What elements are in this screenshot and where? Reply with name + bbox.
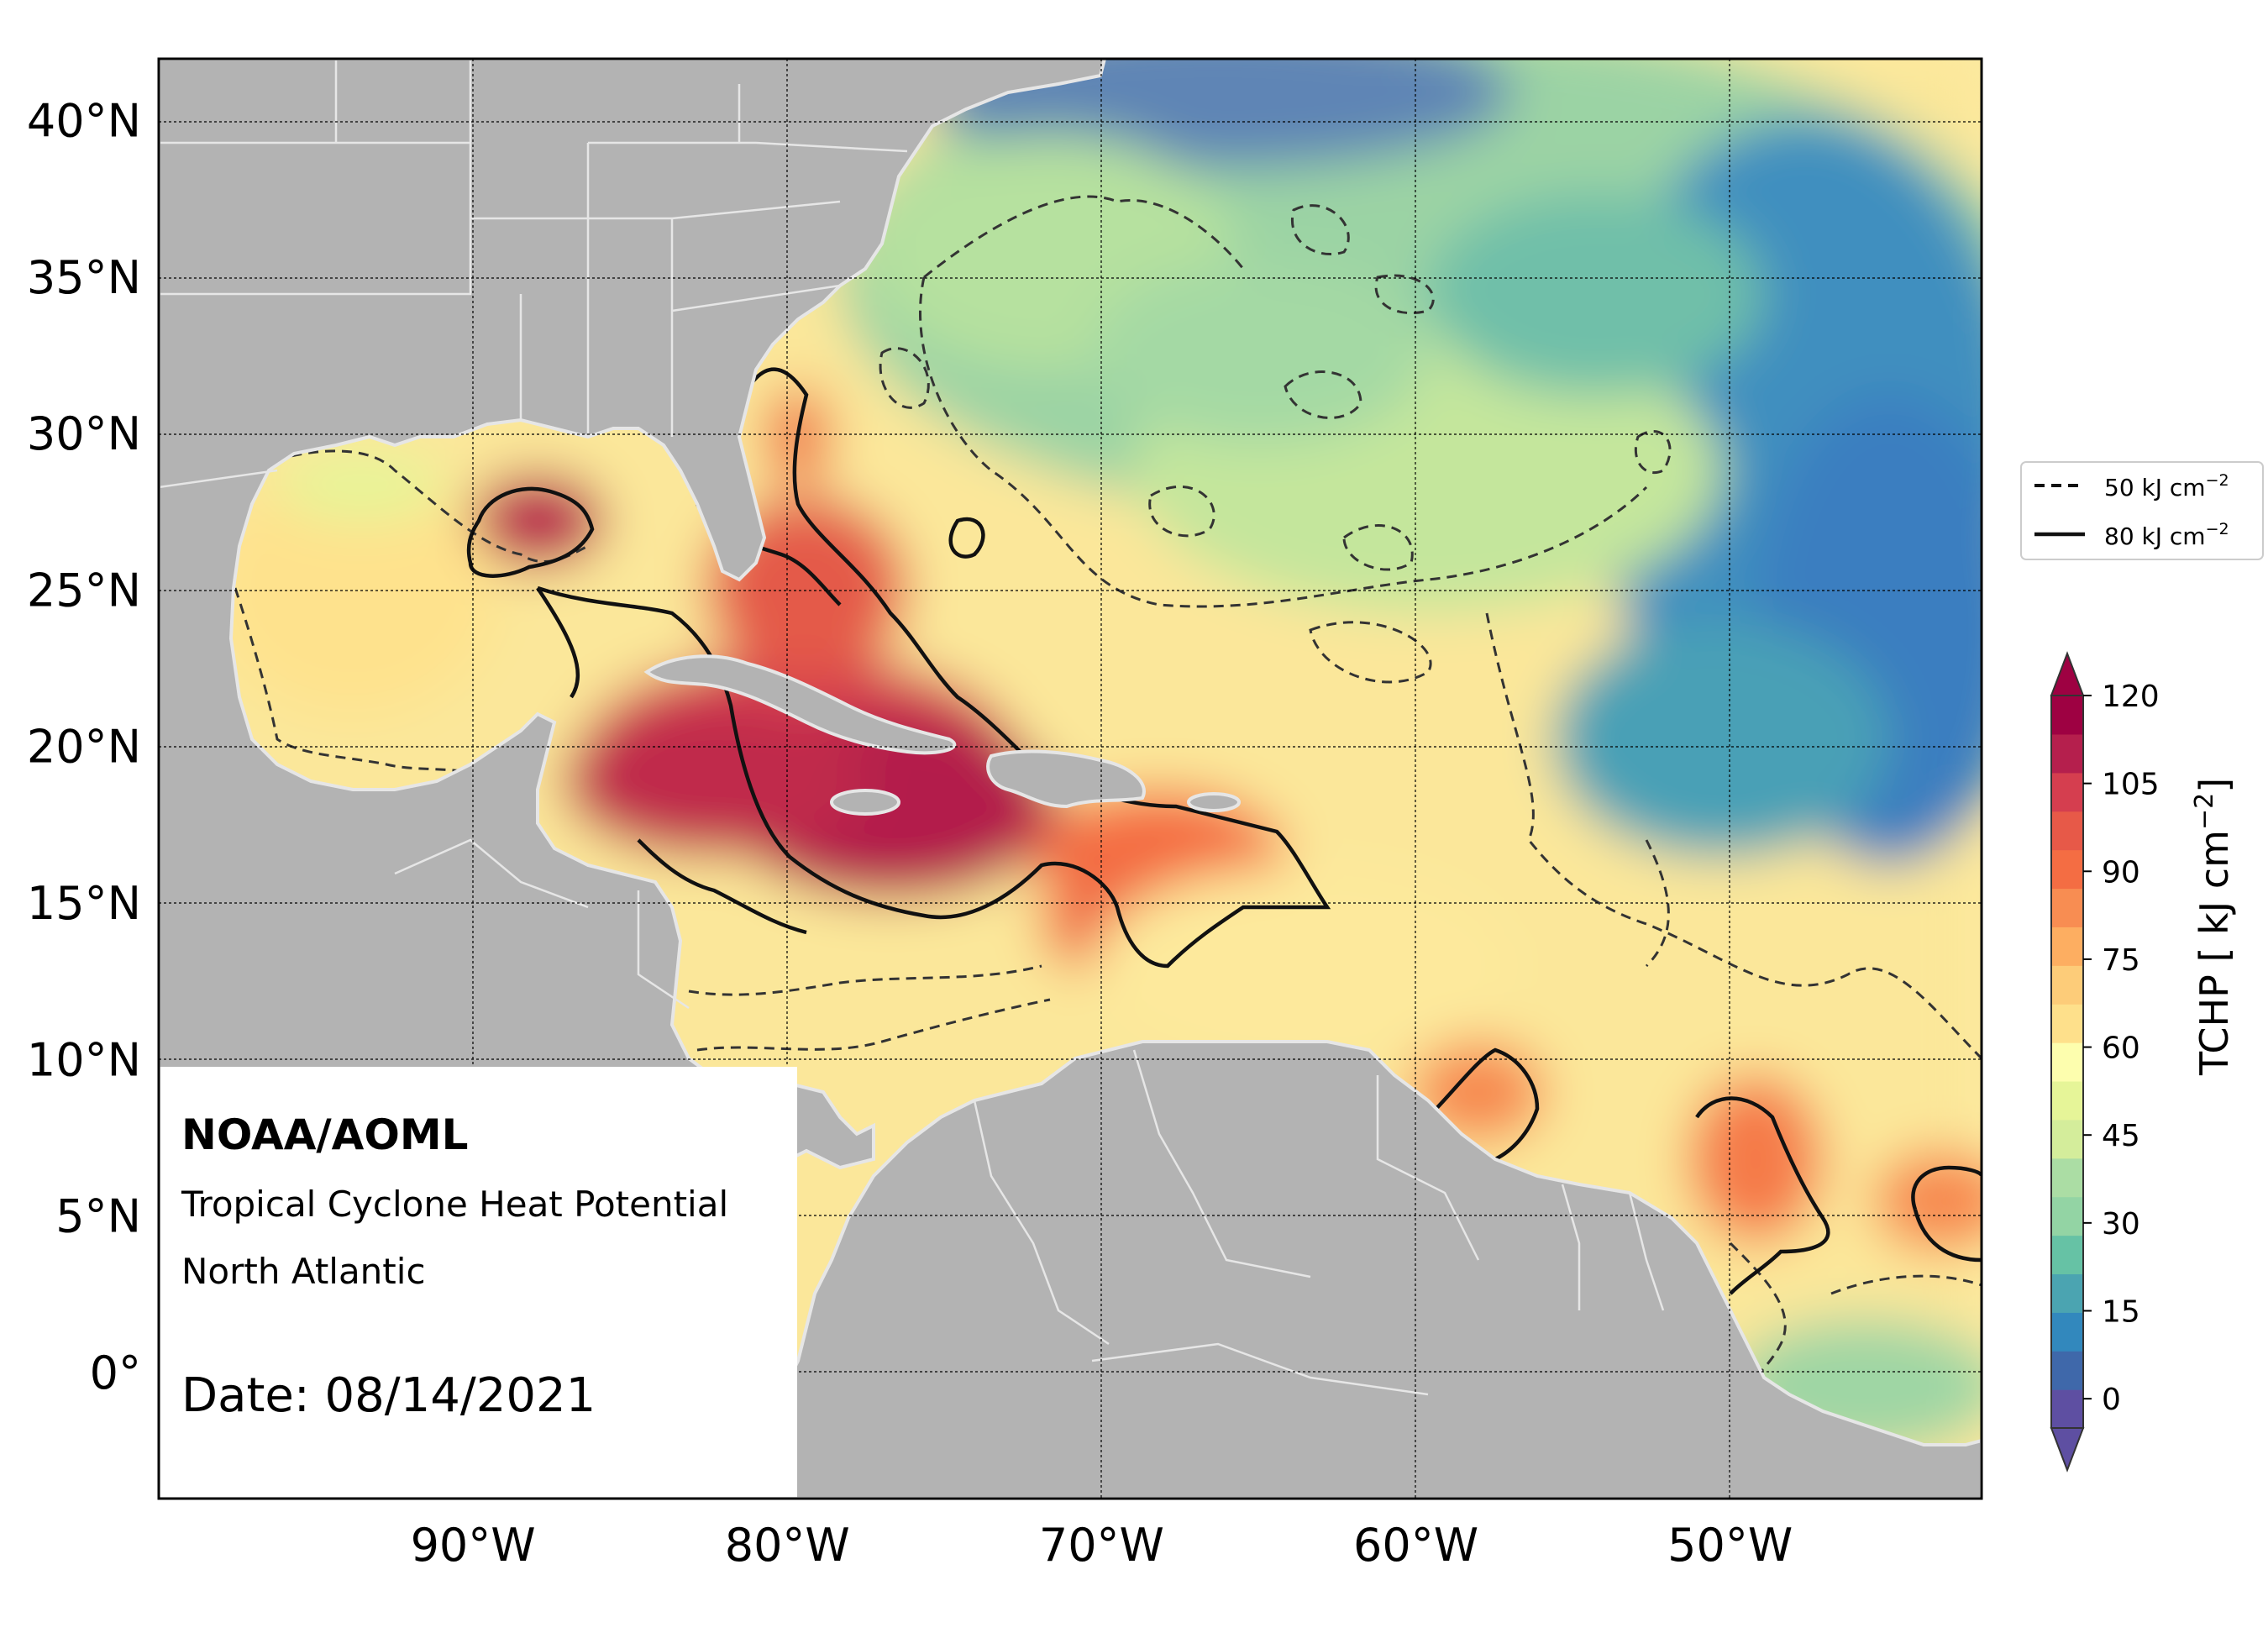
colorbar-segment xyxy=(2051,1351,2083,1390)
land-jamaica xyxy=(830,789,900,816)
land-south-america xyxy=(779,1040,1982,1499)
colorbar-tick-label: 105 xyxy=(2102,768,2160,802)
region-label: North Atlantic xyxy=(181,1251,426,1292)
lon-tick-label: 80°W xyxy=(725,1519,850,1572)
date-label: Date: 08/14/2021 xyxy=(181,1368,596,1423)
colorbar-tick-label: 75 xyxy=(2102,943,2140,978)
colorbar-segment xyxy=(2051,1080,2083,1121)
colorbar-segment xyxy=(2051,1004,2083,1043)
political-borders xyxy=(159,59,1665,1396)
colorbar-segment xyxy=(2051,1196,2083,1236)
colorbar-tick-labels: 120 105 90 75 60 45 30 15 0 xyxy=(2083,680,2160,1417)
lon-tick-labels: 90°W 80°W 70°W 60°W 50°W xyxy=(411,1519,1793,1572)
lat-tick-label: 40°N xyxy=(27,95,141,148)
colorbar-segment xyxy=(2051,696,2083,735)
lat-tick-label: 15°N xyxy=(27,877,141,930)
colorbar-tick-label: 0 xyxy=(2102,1383,2121,1417)
map-frame xyxy=(157,57,1983,1500)
land-hispaniola xyxy=(986,749,1146,809)
colorbar xyxy=(2050,651,2085,1473)
lon-tick-label: 90°W xyxy=(411,1519,536,1572)
colorbar-segment xyxy=(2051,1235,2083,1275)
land-puerto-rico xyxy=(1187,792,1241,812)
colorbar-tick-label: 45 xyxy=(2102,1119,2140,1153)
colorbar-max-extend xyxy=(2050,651,2085,696)
colorbar-segment xyxy=(2051,927,2083,966)
legend-80-label: 80 kJ cm−2 xyxy=(2104,520,2229,550)
map-area[interactable] xyxy=(159,17,2024,1499)
lon-tick-label: 70°W xyxy=(1039,1519,1164,1572)
lat-tick-label: 5°N xyxy=(55,1190,141,1243)
colorbar-segment xyxy=(2051,733,2083,774)
lon-tick-label: 50°W xyxy=(1667,1519,1793,1572)
lat-tick-label: 35°N xyxy=(27,251,141,304)
lat-tick-label: 30°N xyxy=(27,407,141,460)
lat-tick-label: 20°N xyxy=(27,721,141,774)
colorbar-tick-label: 30 xyxy=(2102,1207,2140,1242)
colorbar-segment xyxy=(2051,888,2083,927)
colorbar-tick-label: 90 xyxy=(2102,855,2140,890)
land-cuba xyxy=(643,654,957,755)
colorbar-segment xyxy=(2051,1119,2083,1159)
colorbar-tick-label: 60 xyxy=(2102,1032,2140,1066)
colorbar-min-extend xyxy=(2050,1427,2085,1473)
contour-legend[interactable]: 50 kJ cm−2 80 kJ cm−2 xyxy=(2020,461,2264,560)
colorbar-segment xyxy=(2051,1158,2083,1198)
product-label: Tropical Cyclone Heat Potential xyxy=(181,1184,728,1225)
colorbar-label: TCHP [ kJ cm−2] xyxy=(2190,778,2237,1076)
colorbar-segment xyxy=(2051,772,2083,812)
colorbar-tick-label: 120 xyxy=(2102,680,2160,714)
legend-50-label: 50 kJ cm−2 xyxy=(2104,471,2229,501)
colorbar-segment xyxy=(2051,849,2083,890)
lat-tick-labels: 40°N 35°N 30°N 25°N 20°N 15°N 10°N 5°N 0° xyxy=(27,95,141,1399)
colorbar-segment xyxy=(2051,965,2083,1005)
org-label: NOAA/AOML xyxy=(181,1110,468,1159)
colorbar-segment xyxy=(2051,1389,2083,1429)
lon-tick-label: 60°W xyxy=(1353,1519,1478,1572)
info-box: NOAA/AOML Tropical Cyclone Heat Potentia… xyxy=(159,1067,797,1499)
lat-tick-label: 0° xyxy=(90,1347,141,1399)
colorbar-segment xyxy=(2051,1042,2083,1082)
colorbar-tick-label: 15 xyxy=(2102,1294,2140,1329)
colorbar-segment xyxy=(2051,1312,2083,1352)
colorbar-segment xyxy=(2051,811,2083,851)
colorbar-segment xyxy=(2051,1273,2083,1313)
colorbar-frame xyxy=(2050,695,2084,1429)
lat-tick-label: 10°N xyxy=(27,1033,141,1086)
lat-tick-label: 25°N xyxy=(27,564,141,617)
